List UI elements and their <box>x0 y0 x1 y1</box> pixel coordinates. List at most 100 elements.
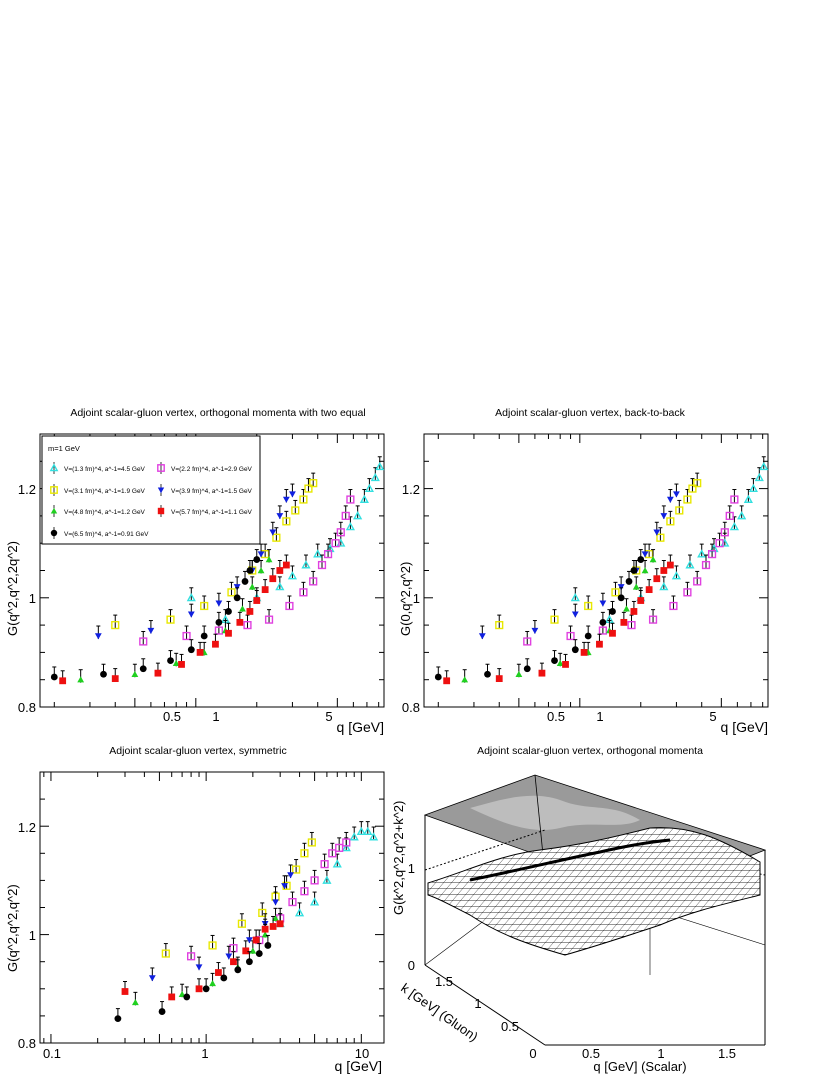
legend-marker <box>157 507 165 515</box>
reference-line <box>424 829 546 871</box>
data-point <box>648 615 658 624</box>
data-point <box>584 601 593 611</box>
data-point <box>701 560 711 570</box>
data-point <box>313 549 323 558</box>
data-point <box>675 506 684 515</box>
y-tick-label: 1 <box>29 591 36 606</box>
data-point <box>195 964 203 971</box>
x-axis-label: q [GeV] <box>335 1058 382 1074</box>
surface-mesh <box>427 827 761 956</box>
data-point <box>178 661 185 668</box>
data-point <box>683 495 692 504</box>
legend-marker <box>49 463 59 472</box>
data-point <box>148 975 156 982</box>
axis-edge <box>424 964 546 1046</box>
data-point <box>287 872 294 879</box>
panel-orthogonal-two-equal: Adjoint scalar-gluon vertex, orthogonal … <box>5 407 385 735</box>
data-point <box>158 1008 166 1015</box>
panel-title: Adjoint scalar-gluon vertex, back-to-bac… <box>495 407 685 419</box>
data-point <box>294 908 305 917</box>
data-point <box>359 494 369 503</box>
legend-label: V=(4.8 fm)^4, a^-1=1.2 GeV <box>64 509 146 516</box>
data-point <box>632 583 640 590</box>
data-point <box>584 632 592 640</box>
y-tick-label: 1.2 <box>18 820 36 835</box>
data-point <box>653 575 661 583</box>
data-point <box>186 592 196 602</box>
data-point <box>269 575 277 583</box>
data-point <box>285 601 294 611</box>
data-point <box>215 618 223 626</box>
data-points <box>50 456 385 685</box>
legend-label: V=(3.1 fm)^4, a^-1=1.9 GeV <box>64 488 146 495</box>
data-point <box>225 953 233 960</box>
data-point <box>246 567 254 574</box>
data-point <box>301 560 311 569</box>
x-tick-label: 0.5 <box>582 1046 600 1061</box>
top-plane-shade <box>470 795 640 830</box>
data-point <box>195 985 203 993</box>
data-point <box>182 631 191 641</box>
data-point <box>637 597 645 604</box>
data-point <box>276 920 284 928</box>
data-point <box>161 949 170 958</box>
data-point <box>242 947 250 955</box>
x-tick-label: 1 <box>212 709 219 724</box>
data-point <box>272 914 279 922</box>
legend-item: V=(4.8 fm)^4, a^-1=1.2 GeV <box>50 505 146 517</box>
legend-label: V=(2.2 fm)^4, a^-1=2.9 GeV <box>171 466 253 473</box>
data-point <box>269 923 277 930</box>
y-axis-label: k [GeV] (Gluon) <box>398 980 481 1044</box>
data-point <box>645 586 653 594</box>
axis-ticks <box>424 433 768 708</box>
data-point <box>220 974 228 982</box>
data-point <box>598 626 607 635</box>
data-point <box>172 659 180 667</box>
plot-frame <box>39 771 385 1044</box>
data-point <box>121 988 129 995</box>
data-point <box>209 979 216 987</box>
data-point <box>346 495 355 504</box>
data-point <box>720 528 729 537</box>
data-point <box>300 887 309 896</box>
data-point <box>673 491 680 498</box>
legend-item: V=(1.3 fm)^4, a^-1=4.5 GeV <box>49 462 146 474</box>
data-point <box>609 608 616 615</box>
data-point <box>269 529 277 536</box>
data-point <box>241 578 249 585</box>
x-tick-label: 0.5 <box>547 709 565 724</box>
data-point <box>630 567 638 574</box>
data-point <box>281 883 288 890</box>
data-point <box>328 849 337 858</box>
data-point <box>265 556 273 563</box>
data-point <box>154 669 162 677</box>
x-tick-label: 0.1 <box>43 1046 61 1061</box>
panel-symmetric: Adjoint scalar-gluon vertex, symmetric 0… <box>5 745 385 1074</box>
panel-title: Adjoint scalar-gluon vertex, symmetric <box>109 745 286 757</box>
data-point <box>495 675 503 683</box>
data-point <box>375 461 385 471</box>
data-point <box>239 605 246 612</box>
data-point <box>276 567 284 574</box>
data-point <box>611 588 620 597</box>
data-point <box>183 993 191 1001</box>
y-tick-label: 0.5 <box>501 1019 519 1034</box>
data-point <box>331 539 340 548</box>
legend-marker <box>157 487 165 494</box>
data-point <box>627 621 636 630</box>
data-point <box>249 947 257 954</box>
data-point <box>356 826 366 836</box>
data-points <box>114 821 379 1023</box>
data-point <box>515 670 523 677</box>
data-point <box>531 627 539 634</box>
data-point <box>233 594 241 602</box>
data-point <box>59 677 67 685</box>
legend-item: V=(6.5 fm)^4, a^-1=0.91 GeV <box>50 527 149 539</box>
x-tick-label: 1 <box>596 709 603 724</box>
data-point <box>225 608 232 615</box>
data-point <box>666 561 674 569</box>
data-point <box>345 521 355 531</box>
y-tick-label: 0.8 <box>402 700 420 715</box>
data-point <box>342 838 351 847</box>
data-point <box>200 601 209 611</box>
